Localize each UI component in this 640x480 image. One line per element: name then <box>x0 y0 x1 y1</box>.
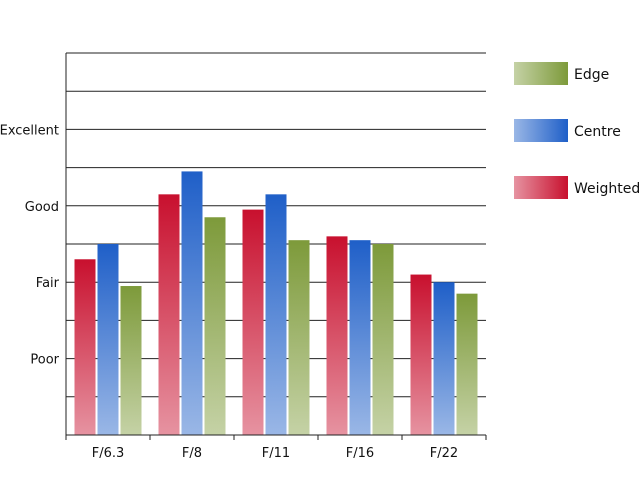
bar-weighted-f-11 <box>242 209 264 435</box>
bar-edge-f-11 <box>288 240 310 435</box>
x-tick-label-f-6-3: F/6.3 <box>92 446 125 461</box>
bar-edge-f-16 <box>372 244 394 435</box>
bar-edge-f-6-3 <box>120 286 142 435</box>
bar-weighted-f-6-3 <box>74 259 96 435</box>
x-tick-label-f-11: F/11 <box>262 446 290 461</box>
bar-centre-f-16 <box>349 240 371 435</box>
legend-label-edge: Edge <box>574 67 609 83</box>
bar-centre-f-6-3 <box>97 244 119 435</box>
legend-swatch-centre <box>514 119 568 142</box>
legend-swatch-edge <box>514 62 568 85</box>
legend-swatch-weighted <box>514 176 568 199</box>
bar-weighted-f-8 <box>158 194 180 435</box>
bars <box>74 171 478 436</box>
y-tick-labels: Poor Fair Good Excellent <box>0 123 60 367</box>
x-tick-label-f-8: F/8 <box>182 446 202 461</box>
legend-label-centre: Centre <box>574 124 621 140</box>
y-tick-label-fair: Fair <box>36 276 60 291</box>
bar-centre-f-22 <box>433 282 455 435</box>
bar-centre-f-8 <box>181 171 203 436</box>
bar-weighted-f-22 <box>410 274 432 435</box>
x-tick-label-f-22: F/22 <box>430 446 458 461</box>
y-tick-label-poor: Poor <box>30 353 59 368</box>
bar-centre-f-11 <box>265 194 287 435</box>
bar-weighted-f-16 <box>326 236 348 435</box>
bar-edge-f-22 <box>456 293 478 435</box>
legend: Edge Centre Weighted <box>514 62 640 199</box>
x-tick-labels: F/6.3 F/8 F/11 F/16 F/22 <box>92 446 458 461</box>
bar-edge-f-8 <box>204 217 226 435</box>
y-tick-label-good: Good <box>25 200 59 215</box>
y-tick-label-excellent: Excellent <box>0 123 59 138</box>
x-tick-label-f-16: F/16 <box>346 446 374 461</box>
axes <box>65 53 487 440</box>
legend-label-weighted: Weighted <box>574 181 640 197</box>
